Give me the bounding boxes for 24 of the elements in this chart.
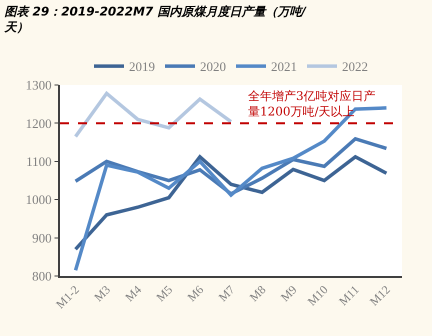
legend-label: 2021 <box>271 59 297 74</box>
y-tick-label: 1200 <box>26 116 52 131</box>
chart-title: 图表 29：2019-2022M7 国内原煤月度日产量（万吨/天） <box>3 4 308 34</box>
y-tick-label: 1100 <box>26 154 52 169</box>
legend-label: 2019 <box>129 59 155 74</box>
y-tick-label: 1000 <box>26 192 52 208</box>
x-tick-label: M12 <box>366 282 393 309</box>
legend-label: 2022 <box>342 59 368 74</box>
x-tick-label: M8 <box>246 282 268 304</box>
y-tick-label: 900 <box>32 230 52 246</box>
x-tick-label: M9 <box>278 282 300 304</box>
line-series <box>74 106 388 272</box>
x-tick-label: M4 <box>122 282 144 304</box>
line-series <box>74 92 233 138</box>
legend-label: 2020 <box>200 59 226 74</box>
x-tick-label: M5 <box>153 282 176 304</box>
x-tick-label: M3 <box>91 282 114 304</box>
x-tick-label: M11 <box>336 282 362 308</box>
x-tick-label: M6 <box>184 282 206 304</box>
y-tick-label: 1300 <box>26 78 52 93</box>
y-tick-label: 800 <box>32 268 52 284</box>
line-series <box>74 155 388 252</box>
x-tick-label: M7 <box>216 282 238 304</box>
x-tick-label: M10 <box>304 282 331 309</box>
